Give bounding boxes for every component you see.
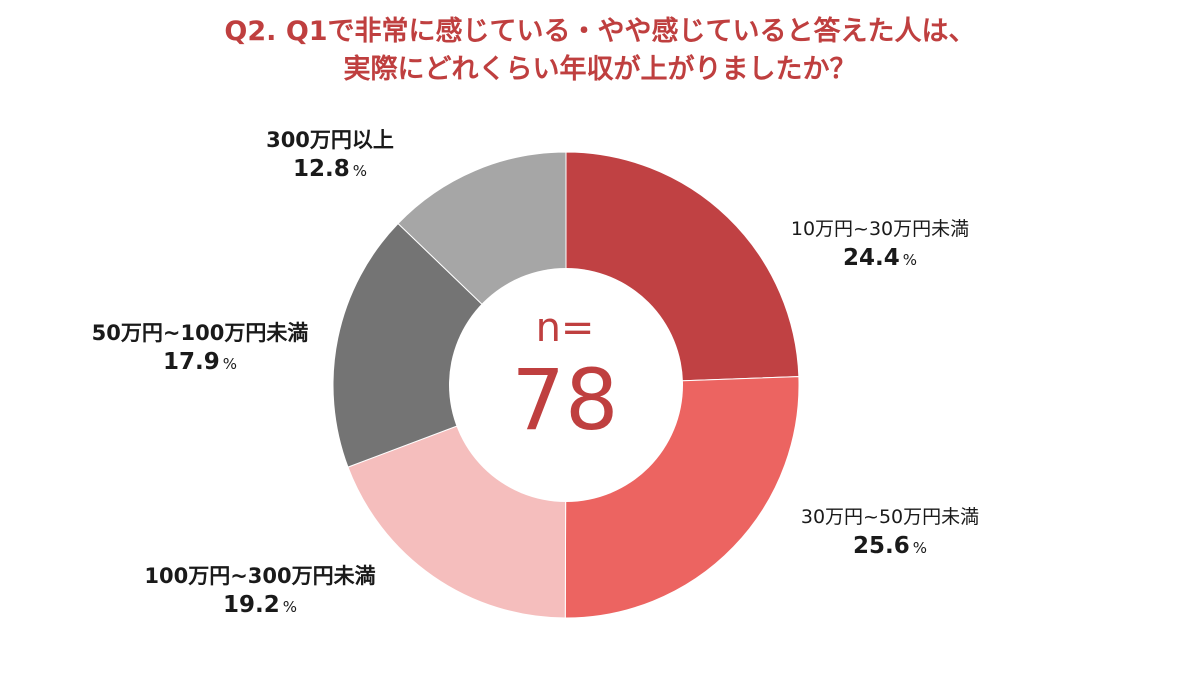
slice-category-label: 30万円~50万円未満 xyxy=(800,506,980,528)
chart-title-line-1: Q2. Q1で非常に感じている・やや感じていると答えた人は、 xyxy=(224,16,976,47)
slice-label-10-30: 10万円~30万円未満 24.4% xyxy=(760,216,1000,276)
chart-title-line-2: 実際にどれくらい年収が上がりましたか？ xyxy=(343,54,857,85)
percent-unit: % xyxy=(902,251,917,269)
slice-value-label: 19.2 xyxy=(222,592,280,618)
slice-value-label: 25.6 xyxy=(852,533,910,559)
slice-category-label: 300万円以上 xyxy=(266,128,394,152)
slice-category-label: 50万円~100万円未満 xyxy=(91,321,309,345)
sample-size-label: n= xyxy=(535,305,595,351)
slice-value-label: 12.8 xyxy=(292,156,350,182)
slice-label-300-plus: 300万円以上 12.8% xyxy=(220,127,440,187)
percent-unit: % xyxy=(352,162,367,180)
slice-category-label: 100万円~300万円未満 xyxy=(144,564,376,588)
slice-value-label: 24.4 xyxy=(842,245,900,271)
slice-label-100-300: 100万円~300万円未満 19.2% xyxy=(130,563,390,623)
slice-value-label: 17.9 xyxy=(162,349,220,375)
percent-unit: % xyxy=(912,539,927,557)
slice-label-30-50: 30万円~50万円未満 25.6% xyxy=(770,504,1010,564)
sample-size-value: 78 xyxy=(511,351,619,449)
percent-unit: % xyxy=(222,355,237,373)
donut-hole xyxy=(449,268,683,502)
percent-unit: % xyxy=(282,598,297,616)
slice-label-50-100: 50万円~100万円未満 17.9% xyxy=(70,320,330,380)
slice-category-label: 10万円~30万円未満 xyxy=(790,218,970,240)
